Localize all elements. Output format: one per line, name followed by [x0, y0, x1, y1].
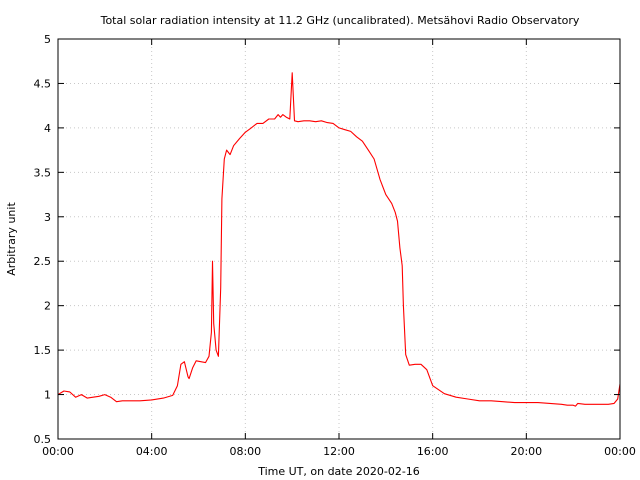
y-tick-label: 5 [44, 33, 51, 46]
y-axis-label: Arbitrary unit [5, 202, 18, 276]
chart-title: Total solar radiation intensity at 11.2 … [100, 14, 580, 27]
y-tick-label: 4 [44, 122, 51, 135]
y-tick-label: 2 [44, 300, 51, 313]
series-group [57, 72, 621, 407]
x-tick-label: 04:00 [136, 445, 168, 458]
y-tick-label: 0.5 [34, 433, 52, 446]
x-tick-label: 00:00 [604, 445, 636, 458]
series-line [57, 72, 621, 407]
y-tick-label: 4.5 [34, 77, 52, 90]
y-tick-label: 3.5 [34, 166, 52, 179]
y-tick-label: 2.5 [34, 255, 52, 268]
x-tick-label: 08:00 [229, 445, 261, 458]
x-tick-label: 00:00 [42, 445, 74, 458]
x-tick-label: 16:00 [417, 445, 449, 458]
x-axis-label: Time UT, on date 2020-02-16 [257, 465, 420, 478]
y-tick-label: 3 [44, 211, 51, 224]
y-tick-label: 1.5 [34, 344, 52, 357]
y-tick-label: 1 [44, 389, 51, 402]
axis-ticks: 0.5 1 1.5 2 2.5 3 3.5 4 4.5 5 00:00 04:00 08:00 12:00… [34, 33, 636, 458]
x-tick-label: 20:00 [510, 445, 542, 458]
x-tick-label: 12:00 [323, 445, 355, 458]
